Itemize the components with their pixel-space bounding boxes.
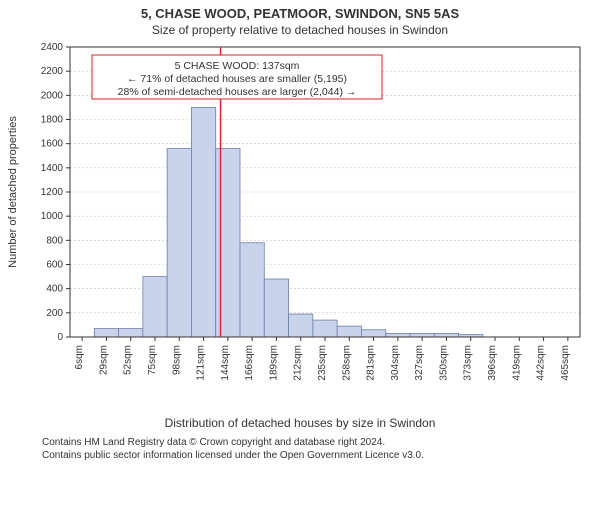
svg-text:5 CHASE WOOD: 137sqm: 5 CHASE WOOD: 137sqm xyxy=(175,60,300,72)
svg-text:2000: 2000 xyxy=(41,90,64,101)
svg-text:800: 800 xyxy=(46,235,63,246)
x-axis-label: Distribution of detached houses by size … xyxy=(0,416,600,430)
svg-text:Number of detached properties: Number of detached properties xyxy=(7,116,19,268)
svg-text:600: 600 xyxy=(46,260,63,271)
svg-text:235sqm: 235sqm xyxy=(317,345,328,381)
svg-text:1200: 1200 xyxy=(41,187,64,198)
svg-text:400: 400 xyxy=(46,284,63,295)
attribution-text: Contains HM Land Registry data © Crown c… xyxy=(42,436,600,462)
svg-text:6sqm: 6sqm xyxy=(74,345,85,369)
svg-text:75sqm: 75sqm xyxy=(147,345,158,375)
svg-text:465sqm: 465sqm xyxy=(560,345,571,381)
svg-text:121sqm: 121sqm xyxy=(196,345,207,381)
svg-text:304sqm: 304sqm xyxy=(390,345,401,381)
svg-text:166sqm: 166sqm xyxy=(244,345,255,381)
svg-text:350sqm: 350sqm xyxy=(438,345,449,381)
svg-text:396sqm: 396sqm xyxy=(487,345,498,381)
attribution-line: Contains public sector information licen… xyxy=(42,449,600,462)
svg-text:28% of semi-detached houses ar: 28% of semi-detached houses are larger (… xyxy=(118,86,357,98)
svg-text:212sqm: 212sqm xyxy=(293,345,304,381)
svg-text:144sqm: 144sqm xyxy=(220,345,231,381)
svg-text:1800: 1800 xyxy=(41,115,64,126)
page-subtitle: Size of property relative to detached ho… xyxy=(0,23,600,37)
histogram-chart: 0 200 400 600 800 1000 1200 1400 1600 1800 2000 220… xyxy=(0,37,600,407)
chart-container: 0 200 400 600 800 1000 1200 1400 1600 1800 2000 220… xyxy=(0,37,600,412)
svg-text:0: 0 xyxy=(57,332,63,343)
svg-text:200: 200 xyxy=(46,308,63,319)
svg-text:1600: 1600 xyxy=(41,139,64,150)
svg-text:1400: 1400 xyxy=(41,163,64,174)
svg-text:98sqm: 98sqm xyxy=(171,345,182,375)
svg-text:327sqm: 327sqm xyxy=(414,345,425,381)
svg-text:2200: 2200 xyxy=(41,66,64,77)
attribution-line: Contains HM Land Registry data © Crown c… xyxy=(42,436,600,449)
svg-text:419sqm: 419sqm xyxy=(511,345,522,381)
svg-text:52sqm: 52sqm xyxy=(123,345,134,375)
svg-text:442sqm: 442sqm xyxy=(536,345,547,381)
page-title: 5, CHASE WOOD, PEATMOOR, SWINDON, SN5 5A… xyxy=(0,6,600,21)
svg-text:281sqm: 281sqm xyxy=(366,345,377,381)
svg-text:← 71% of detached houses are s: ← 71% of detached houses are smaller (5,… xyxy=(127,73,347,85)
svg-text:189sqm: 189sqm xyxy=(268,345,279,381)
svg-text:258sqm: 258sqm xyxy=(341,345,352,381)
svg-text:1000: 1000 xyxy=(41,211,64,222)
svg-text:29sqm: 29sqm xyxy=(98,345,109,375)
svg-text:2400: 2400 xyxy=(41,42,64,53)
svg-text:373sqm: 373sqm xyxy=(463,345,474,381)
